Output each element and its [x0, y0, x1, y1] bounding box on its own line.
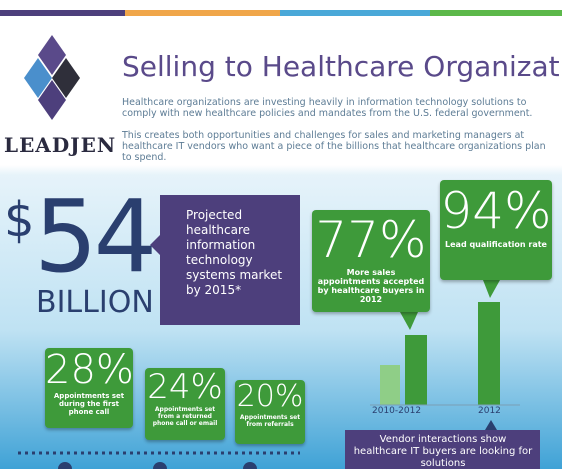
stat-callout: 94% Lead qualification rate	[440, 180, 552, 280]
paragraph: Healthcare organizations are investing h…	[122, 97, 533, 119]
appointment-value: 24%	[147, 367, 223, 407]
title: Selling to Healthcare Organizations	[122, 50, 562, 83]
unit: BILLION	[36, 285, 154, 320]
stat-value: 94%	[440, 182, 552, 240]
appointment-label: Appointments set during the first phone …	[53, 392, 125, 416]
stat-callout: 77% More sales appointments accepted by …	[312, 210, 430, 312]
callout-pointer	[483, 280, 500, 298]
currency: $	[4, 192, 35, 248]
footer-note: Vendor interactions show healthcare IT b…	[353, 434, 533, 469]
amount: 54	[34, 178, 157, 295]
appointment-label: Appointments set from a returned phone c…	[152, 406, 218, 427]
appointment-value: 20%	[236, 379, 304, 414]
brand: LEADJEN	[4, 133, 117, 157]
appointment-label: Appointments set from referrals	[239, 414, 301, 428]
logo	[24, 35, 80, 120]
market-description: Projected healthcare information technol…	[186, 208, 283, 297]
timeline-dot	[58, 462, 72, 469]
market-box	[150, 195, 300, 325]
appointment-value: 28%	[45, 347, 134, 393]
note-box	[345, 430, 540, 469]
appointment-callout: 24% Appointments set from a returned pho…	[145, 368, 225, 440]
stripe	[280, 10, 430, 16]
stripe	[430, 10, 562, 16]
bar	[478, 302, 500, 405]
bar-label: 2012	[478, 406, 501, 416]
stripe	[0, 10, 125, 16]
appointment-callout: 28% Appointments set during the first ph…	[45, 347, 134, 428]
timeline-dot	[243, 462, 257, 469]
stat-value: 77%	[315, 211, 427, 269]
bar-label: 2010-2012	[372, 406, 422, 416]
bar	[405, 335, 427, 405]
stripe	[125, 10, 280, 16]
appointment-callout: 20% Appointments set from referrals	[235, 380, 305, 444]
pointer	[485, 420, 497, 430]
paragraph: This creates both opportunities and chal…	[122, 130, 546, 163]
callout-pointer	[400, 312, 418, 330]
bar	[380, 365, 400, 405]
stat-label: Lead qualification rate	[445, 240, 547, 249]
timeline-dot	[153, 462, 167, 469]
stat-label: More sales appointments accepted by heal…	[317, 268, 425, 304]
